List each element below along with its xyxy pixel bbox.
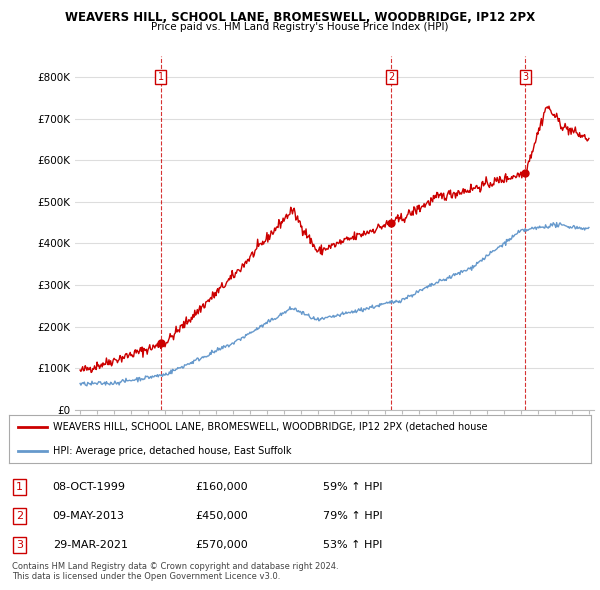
Text: 1: 1	[158, 72, 164, 82]
Text: £450,000: £450,000	[195, 511, 248, 521]
Text: 3: 3	[522, 72, 528, 82]
Text: 08-OCT-1999: 08-OCT-1999	[53, 482, 125, 491]
Text: 2: 2	[16, 511, 23, 521]
Text: 3: 3	[16, 540, 23, 550]
Text: 2: 2	[388, 72, 394, 82]
Text: £570,000: £570,000	[195, 540, 248, 550]
Text: HPI: Average price, detached house, East Suffolk: HPI: Average price, detached house, East…	[53, 446, 291, 456]
Text: 79% ↑ HPI: 79% ↑ HPI	[323, 511, 383, 521]
Text: WEAVERS HILL, SCHOOL LANE, BROMESWELL, WOODBRIDGE, IP12 2PX (detached house: WEAVERS HILL, SCHOOL LANE, BROMESWELL, W…	[53, 422, 487, 432]
Text: 59% ↑ HPI: 59% ↑ HPI	[323, 482, 383, 491]
Text: Contains HM Land Registry data © Crown copyright and database right 2024.
This d: Contains HM Land Registry data © Crown c…	[12, 562, 338, 581]
Text: WEAVERS HILL, SCHOOL LANE, BROMESWELL, WOODBRIDGE, IP12 2PX: WEAVERS HILL, SCHOOL LANE, BROMESWELL, W…	[65, 11, 535, 24]
Text: 1: 1	[16, 482, 23, 491]
Text: 53% ↑ HPI: 53% ↑ HPI	[323, 540, 383, 550]
Text: 09-MAY-2013: 09-MAY-2013	[53, 511, 125, 521]
Text: Price paid vs. HM Land Registry's House Price Index (HPI): Price paid vs. HM Land Registry's House …	[151, 22, 449, 32]
Text: £160,000: £160,000	[195, 482, 248, 491]
Text: 29-MAR-2021: 29-MAR-2021	[53, 540, 128, 550]
